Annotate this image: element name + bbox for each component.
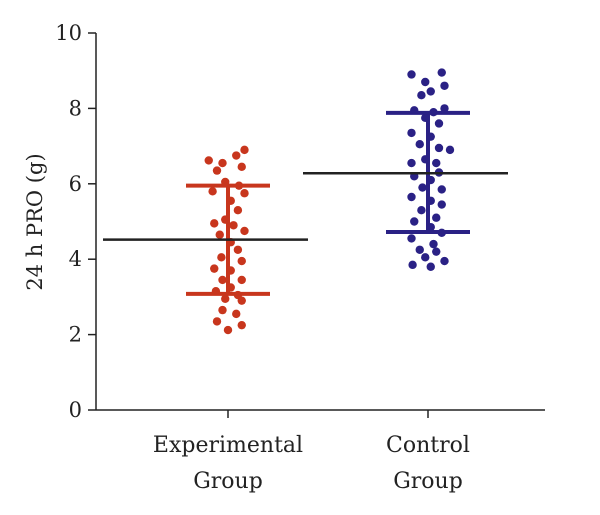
data-point (415, 140, 424, 149)
data-point (218, 158, 227, 168)
data-point (418, 183, 427, 192)
y-axis-title: 24 h PRO (g) (23, 153, 47, 290)
data-point (434, 119, 444, 128)
data-point (432, 247, 441, 256)
chart-marks (103, 68, 508, 335)
data-point (440, 81, 449, 90)
data-point (421, 253, 430, 262)
data-point (410, 217, 419, 226)
y-tick-label: 2 (69, 323, 82, 347)
data-point (210, 219, 219, 228)
data-point (445, 145, 455, 155)
data-point (429, 239, 438, 249)
x-category-label: Experimental (153, 433, 303, 458)
data-point (204, 156, 213, 165)
data-point (215, 230, 224, 239)
data-point (232, 151, 241, 160)
data-point (223, 325, 233, 335)
data-point (407, 70, 416, 79)
data-point (426, 87, 435, 96)
data-point (440, 256, 449, 266)
data-point (417, 205, 426, 215)
data-point (237, 256, 246, 266)
data-point (437, 68, 446, 77)
y-tick-label: 10 (55, 21, 82, 45)
data-point (434, 143, 444, 153)
data-point (407, 192, 416, 202)
series-group (103, 145, 308, 335)
data-point (415, 245, 424, 254)
data-point (229, 221, 238, 230)
data-point (217, 253, 226, 262)
data-point (208, 187, 217, 196)
data-point (407, 234, 416, 243)
data-point (237, 162, 246, 172)
data-point (407, 128, 416, 138)
y-tick-label: 6 (69, 172, 82, 196)
data-point (240, 145, 249, 155)
data-point (218, 275, 227, 285)
data-point (240, 189, 249, 198)
data-point (432, 213, 441, 222)
data-point (407, 158, 416, 168)
data-point (233, 205, 243, 215)
data-point (212, 317, 222, 326)
y-tick-label: 0 (69, 398, 82, 422)
data-point (408, 260, 417, 270)
data-point (233, 245, 243, 254)
data-point (232, 309, 241, 319)
x-category-label: Group (193, 469, 263, 494)
data-point (421, 77, 430, 87)
y-tick-label: 8 (69, 96, 82, 120)
data-point (221, 294, 230, 303)
data-point (237, 320, 246, 330)
data-point (437, 185, 446, 194)
data-point (426, 262, 435, 271)
data-point (437, 200, 446, 209)
data-point (210, 264, 219, 273)
data-point (212, 166, 222, 175)
x-category-label: Control (386, 433, 470, 458)
data-point (417, 91, 426, 100)
data-point (218, 305, 227, 315)
axes: 0 2 4 6 8 10 Experimental Group Control Group (55, 21, 545, 494)
series-group (303, 68, 508, 271)
data-point (432, 158, 441, 168)
data-point (237, 296, 246, 305)
data-point (240, 226, 249, 236)
data-point (237, 275, 246, 285)
x-category-label: Group (393, 469, 463, 494)
y-tick-label: 4 (69, 247, 82, 271)
data-point (440, 104, 449, 113)
